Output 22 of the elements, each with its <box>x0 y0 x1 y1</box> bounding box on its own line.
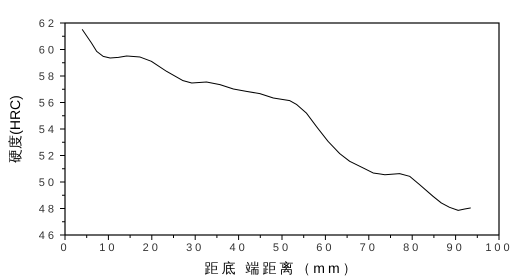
y-tick-label: 52 <box>38 150 57 162</box>
x-tick-label: 90 <box>446 242 465 254</box>
y-tick-label: 50 <box>38 177 57 189</box>
x-tick-label: 80 <box>403 242 422 254</box>
y-tick-label: 58 <box>38 71 57 83</box>
x-tick-label: 10 <box>99 242 118 254</box>
x-axis-title: 距底 端距离（mm） <box>204 260 360 276</box>
x-tick-label: 70 <box>360 242 378 254</box>
y-tick-label: 46 <box>38 230 57 242</box>
x-tick-label: 30 <box>186 242 204 254</box>
y-tick-label: 62 <box>38 18 57 30</box>
x-tick-label: 40 <box>229 242 248 254</box>
x-tick-label: 20 <box>142 242 161 254</box>
x-tick-label: 100 <box>485 242 513 254</box>
y-axis-title: 硬度(HRC) <box>7 95 23 163</box>
x-tick-label: 50 <box>272 242 292 254</box>
x-tick-label: 0 <box>60 242 70 254</box>
y-tick-label: 56 <box>38 98 57 110</box>
y-tick-label: 60 <box>38 44 57 56</box>
y-tick-label: 54 <box>38 124 57 136</box>
y-tick-label: 48 <box>38 204 57 216</box>
x-tick-label: 60 <box>316 242 335 254</box>
